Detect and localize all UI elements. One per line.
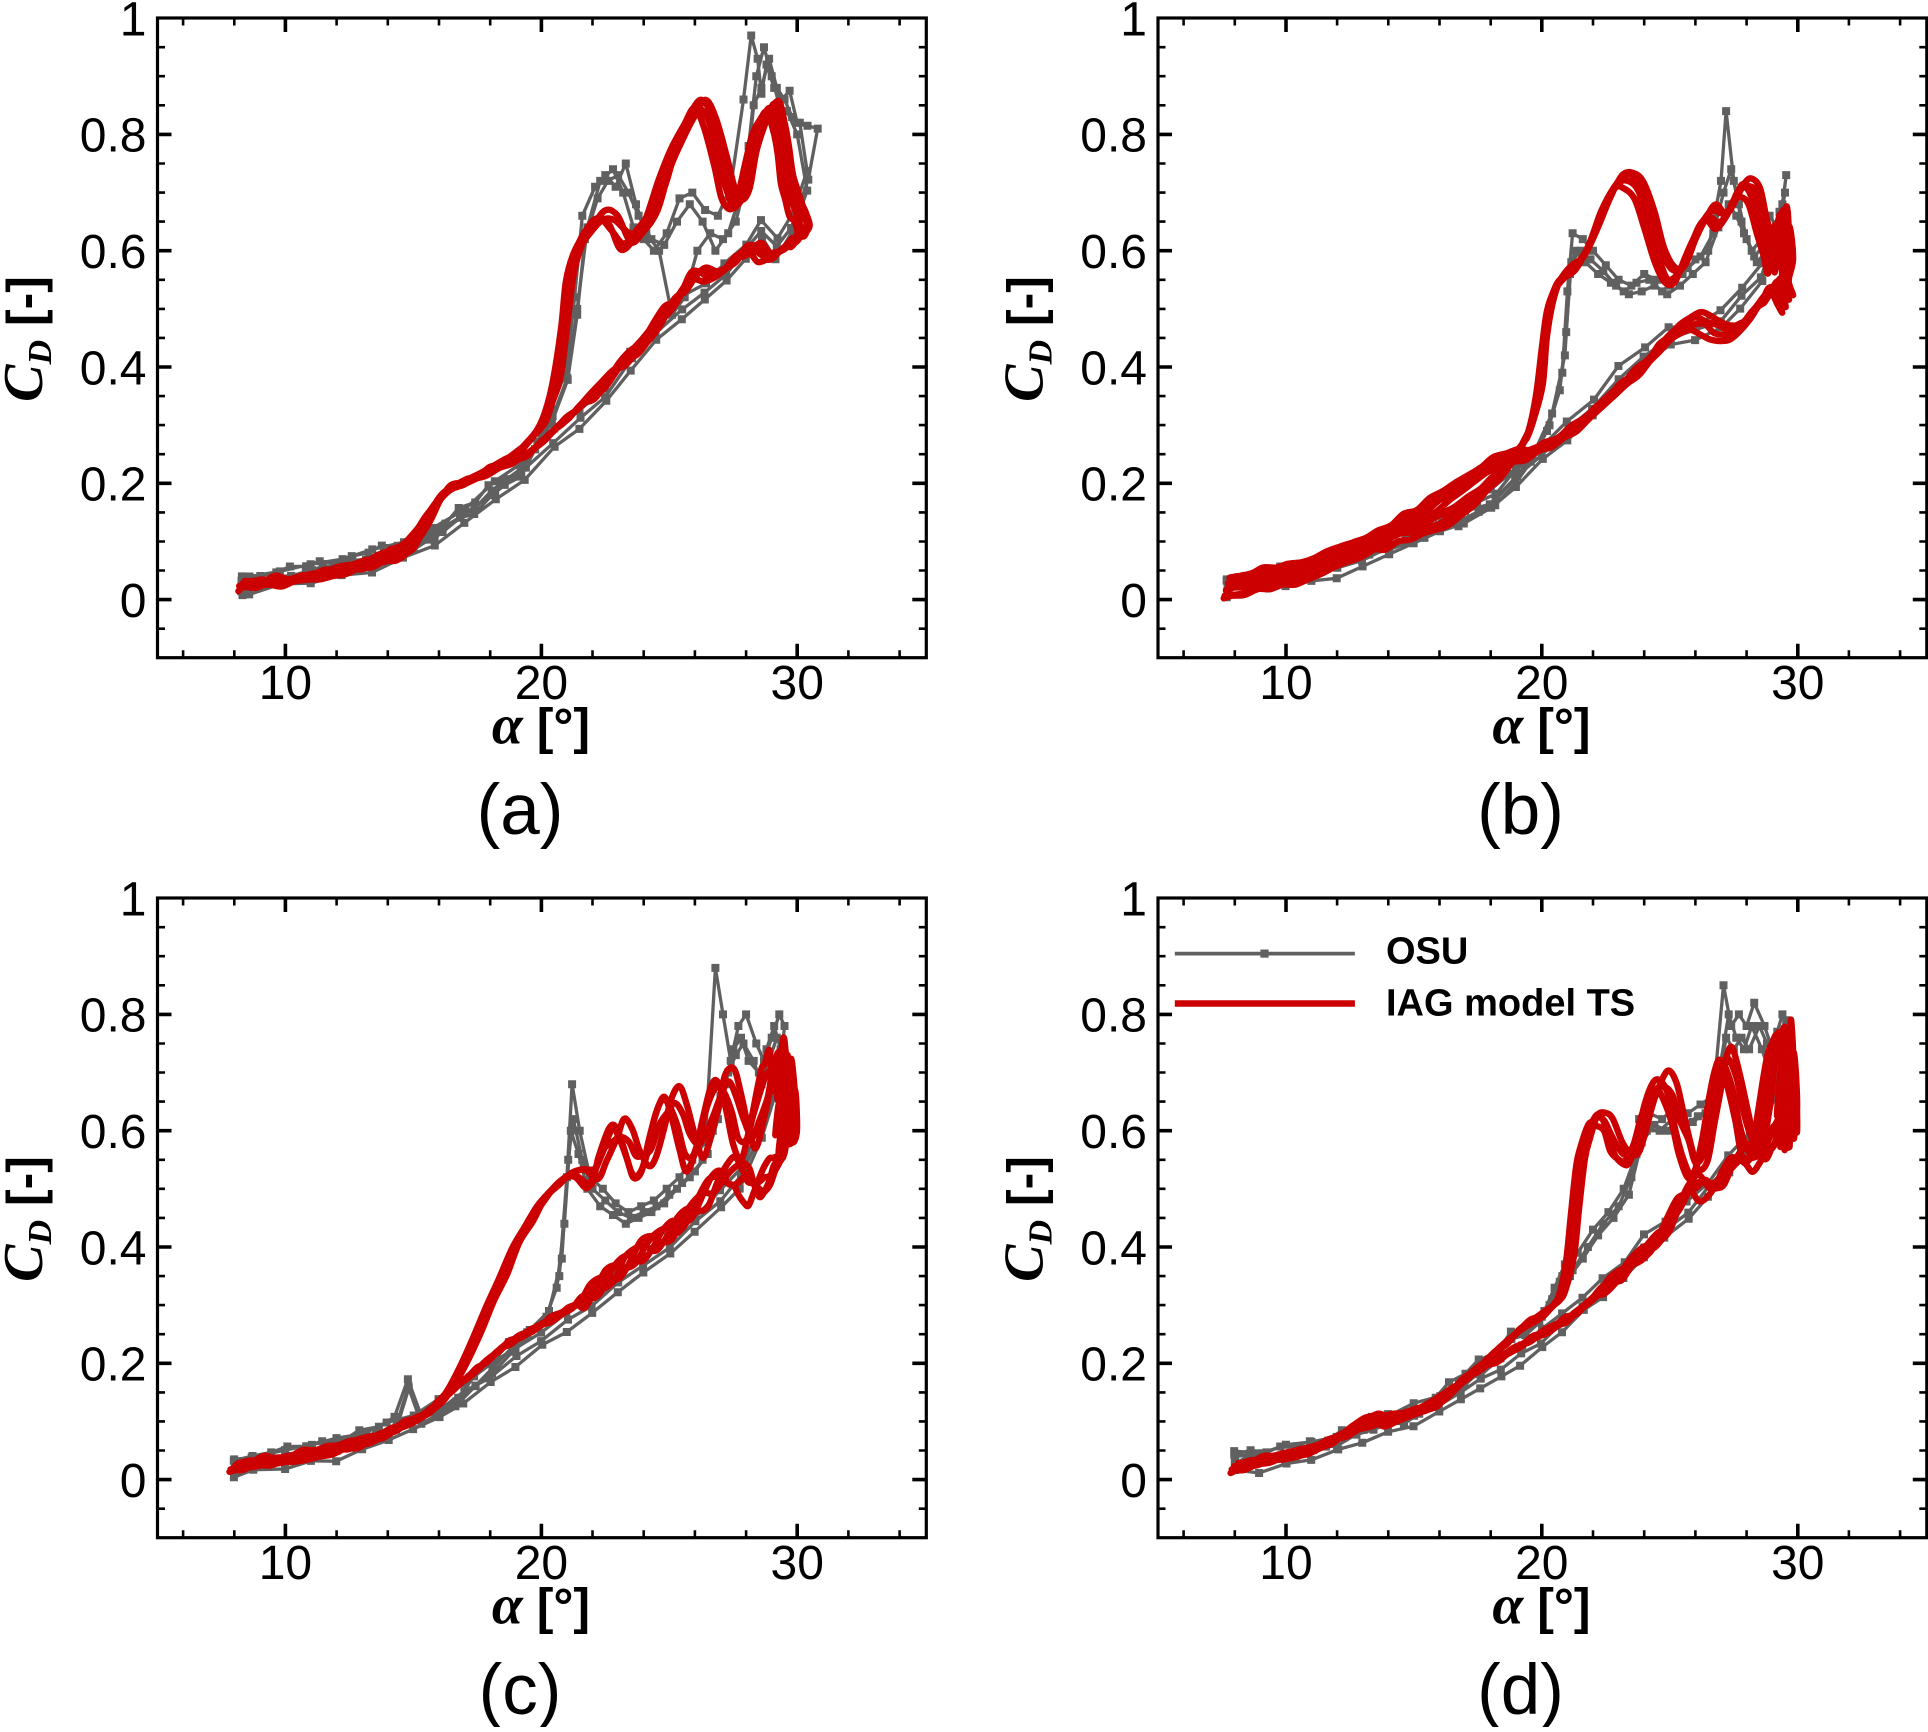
- svg-text:α [°]: α [°]: [492, 1575, 590, 1637]
- svg-text:0.6: 0.6: [1080, 1106, 1147, 1159]
- svg-text:0.2: 0.2: [80, 1339, 147, 1392]
- svg-text:10: 10: [1259, 657, 1312, 710]
- svg-text:(b): (b): [1477, 771, 1564, 850]
- svg-text:30: 30: [1771, 1537, 1824, 1590]
- svg-text:0.8: 0.8: [80, 110, 147, 163]
- svg-text:0: 0: [120, 1455, 147, 1508]
- svg-text:0: 0: [1120, 575, 1147, 628]
- svg-text:30: 30: [1771, 657, 1824, 710]
- svg-text:1: 1: [1120, 873, 1147, 926]
- svg-text:0: 0: [120, 575, 147, 628]
- svg-text:0.4: 0.4: [1080, 1222, 1147, 1275]
- svg-text:CD [-]: CD [-]: [994, 1156, 1060, 1282]
- svg-text:1: 1: [1120, 0, 1147, 46]
- svg-text:α [°]: α [°]: [1492, 1575, 1590, 1637]
- svg-text:α [°]: α [°]: [1492, 695, 1590, 757]
- svg-text:(d): (d): [1477, 1651, 1564, 1727]
- svg-text:20: 20: [1515, 657, 1568, 710]
- svg-text:0.4: 0.4: [80, 1222, 147, 1275]
- svg-text:0.6: 0.6: [1080, 226, 1147, 279]
- svg-text:0: 0: [1120, 1455, 1147, 1508]
- svg-text:CD [-]: CD [-]: [994, 276, 1060, 402]
- svg-text:0.8: 0.8: [1080, 110, 1147, 163]
- svg-text:0.6: 0.6: [80, 1106, 147, 1159]
- svg-text:0.4: 0.4: [1080, 342, 1147, 395]
- svg-text:0.8: 0.8: [1080, 990, 1147, 1043]
- svg-text:OSU: OSU: [1386, 931, 1468, 973]
- svg-text:α [°]: α [°]: [492, 695, 590, 757]
- svg-text:0.4: 0.4: [80, 342, 147, 395]
- svg-text:0.8: 0.8: [80, 990, 147, 1043]
- svg-text:1: 1: [120, 0, 147, 46]
- svg-text:(c): (c): [479, 1651, 562, 1727]
- svg-text:0.2: 0.2: [80, 459, 147, 512]
- svg-text:10: 10: [259, 657, 312, 710]
- svg-text:20: 20: [515, 657, 568, 710]
- svg-text:CD [-]: CD [-]: [0, 276, 59, 402]
- svg-text:0.6: 0.6: [80, 226, 147, 279]
- svg-text:0.2: 0.2: [1080, 459, 1147, 512]
- svg-text:20: 20: [1515, 1537, 1568, 1590]
- svg-text:20: 20: [515, 1537, 568, 1590]
- svg-text:CD [-]: CD [-]: [0, 1156, 59, 1282]
- svg-text:10: 10: [259, 1537, 312, 1590]
- svg-text:(a): (a): [477, 771, 564, 850]
- svg-text:0.2: 0.2: [1080, 1339, 1147, 1392]
- svg-text:30: 30: [771, 657, 824, 710]
- svg-text:IAG model TS: IAG model TS: [1386, 982, 1635, 1024]
- svg-text:30: 30: [771, 1537, 824, 1590]
- svg-text:10: 10: [1259, 1537, 1312, 1590]
- svg-text:1: 1: [120, 873, 147, 926]
